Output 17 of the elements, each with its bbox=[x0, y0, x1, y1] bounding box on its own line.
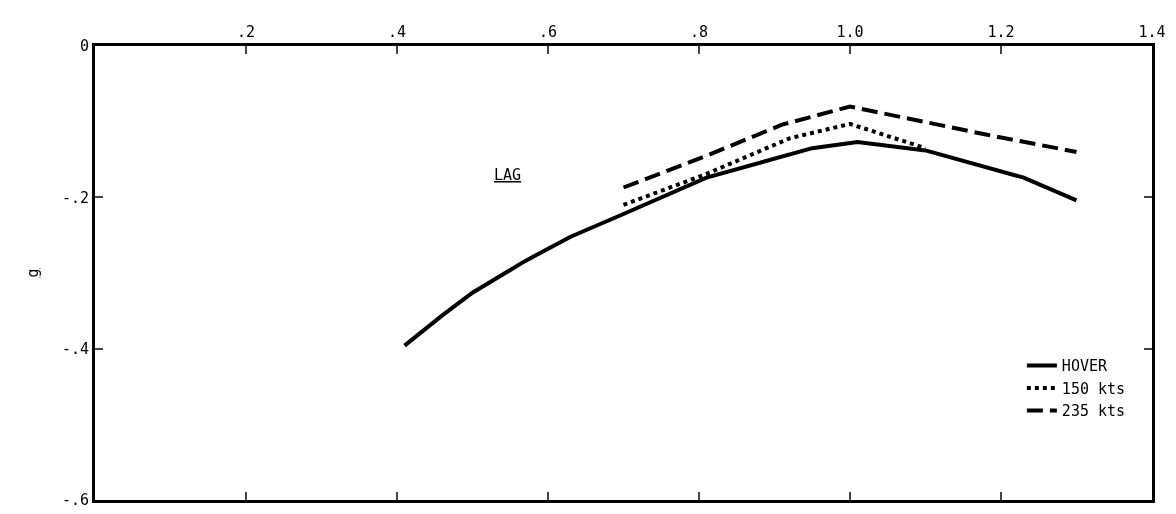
y-tick-label: 0 bbox=[79, 37, 89, 56]
line-series bbox=[621, 104, 1079, 190]
x-tick-label: .2 bbox=[236, 23, 256, 41]
x-tick-label: 1.0 bbox=[836, 23, 864, 41]
annotation: LAG bbox=[494, 166, 522, 184]
x-tick-label: .8 bbox=[689, 23, 709, 41]
y-tick-label: -.4 bbox=[61, 339, 89, 358]
x-tick-label: 1.2 bbox=[987, 23, 1015, 41]
x-tick-label: .6 bbox=[538, 23, 558, 41]
legend-label: HOVER bbox=[1061, 357, 1108, 376]
legend-label: 150 kts bbox=[1061, 379, 1126, 398]
legend-label: 235 kts bbox=[1061, 402, 1126, 421]
y-tick-label: -.2 bbox=[61, 188, 89, 207]
x-tick-label: 1.4 bbox=[1138, 23, 1166, 41]
x-tick-label: .4 bbox=[387, 23, 407, 41]
y-axis-title: g bbox=[24, 268, 43, 278]
y-tick-label: -.6 bbox=[61, 491, 89, 510]
